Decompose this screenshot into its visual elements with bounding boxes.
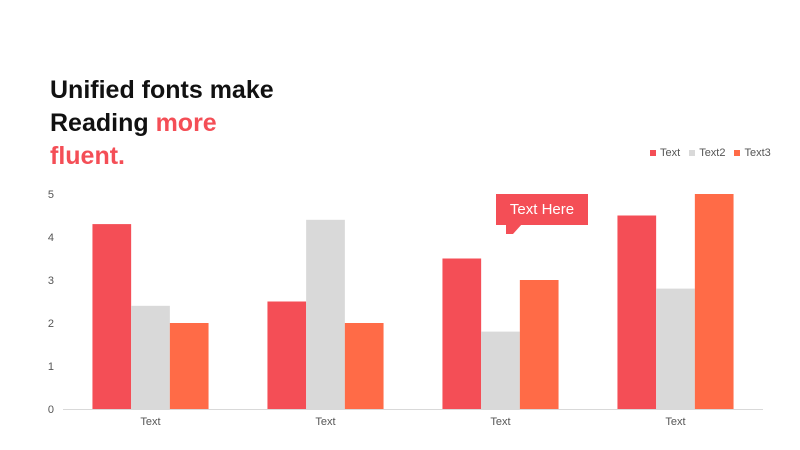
legend-item-3: Text3 xyxy=(734,147,771,159)
bar-text3-4 xyxy=(694,194,734,409)
callout-box: Text Here xyxy=(496,194,588,234)
legend-swatch-2 xyxy=(689,150,696,156)
bar-text3-3 xyxy=(519,280,559,409)
title-line-3: fluent. xyxy=(50,142,125,170)
page-title: Unified fonts make Reading more fluent. xyxy=(50,74,274,173)
bar-text2-4 xyxy=(656,288,695,409)
title-line-2: Reading more xyxy=(50,107,274,140)
bar-text-4 xyxy=(617,215,657,409)
title-line-2-accent: more xyxy=(155,109,217,137)
y-tick-label: 2 xyxy=(48,318,54,330)
x-tick-label: Text xyxy=(140,416,160,428)
legend-label-1: Text xyxy=(660,147,681,159)
x-tick-label: Text xyxy=(315,416,335,428)
legend-item-1: Text xyxy=(650,147,680,159)
bar-text2-3 xyxy=(481,331,520,409)
bar-text3-1 xyxy=(169,323,209,409)
chart-legend: Text Text2 Text3 xyxy=(650,147,771,159)
y-tick-label: 4 xyxy=(48,232,54,244)
bar-text-3 xyxy=(442,258,482,409)
bar-text3-2 xyxy=(344,323,384,409)
bar-text-1 xyxy=(92,224,132,409)
y-tick-label: 5 xyxy=(48,189,54,201)
y-tick-label: 1 xyxy=(48,361,54,373)
y-tick-label: 0 xyxy=(48,404,54,416)
legend-item-2: Text2 xyxy=(689,147,725,159)
bar-text2-1 xyxy=(131,305,170,409)
title-line-2-plain: Reading xyxy=(50,109,156,137)
legend-swatch-1 xyxy=(650,150,656,156)
bar-text2-2 xyxy=(306,219,345,409)
legend-swatch-3 xyxy=(734,150,741,156)
legend-label-2: Text2 xyxy=(699,147,726,159)
y-tick-label: 3 xyxy=(48,275,54,287)
title-line-1: Unified fonts make xyxy=(50,76,274,104)
x-tick-label: Text xyxy=(665,416,685,428)
legend-label-3: Text3 xyxy=(744,147,771,159)
x-tick-label: Text xyxy=(490,416,510,428)
bar-text-2 xyxy=(267,301,307,409)
